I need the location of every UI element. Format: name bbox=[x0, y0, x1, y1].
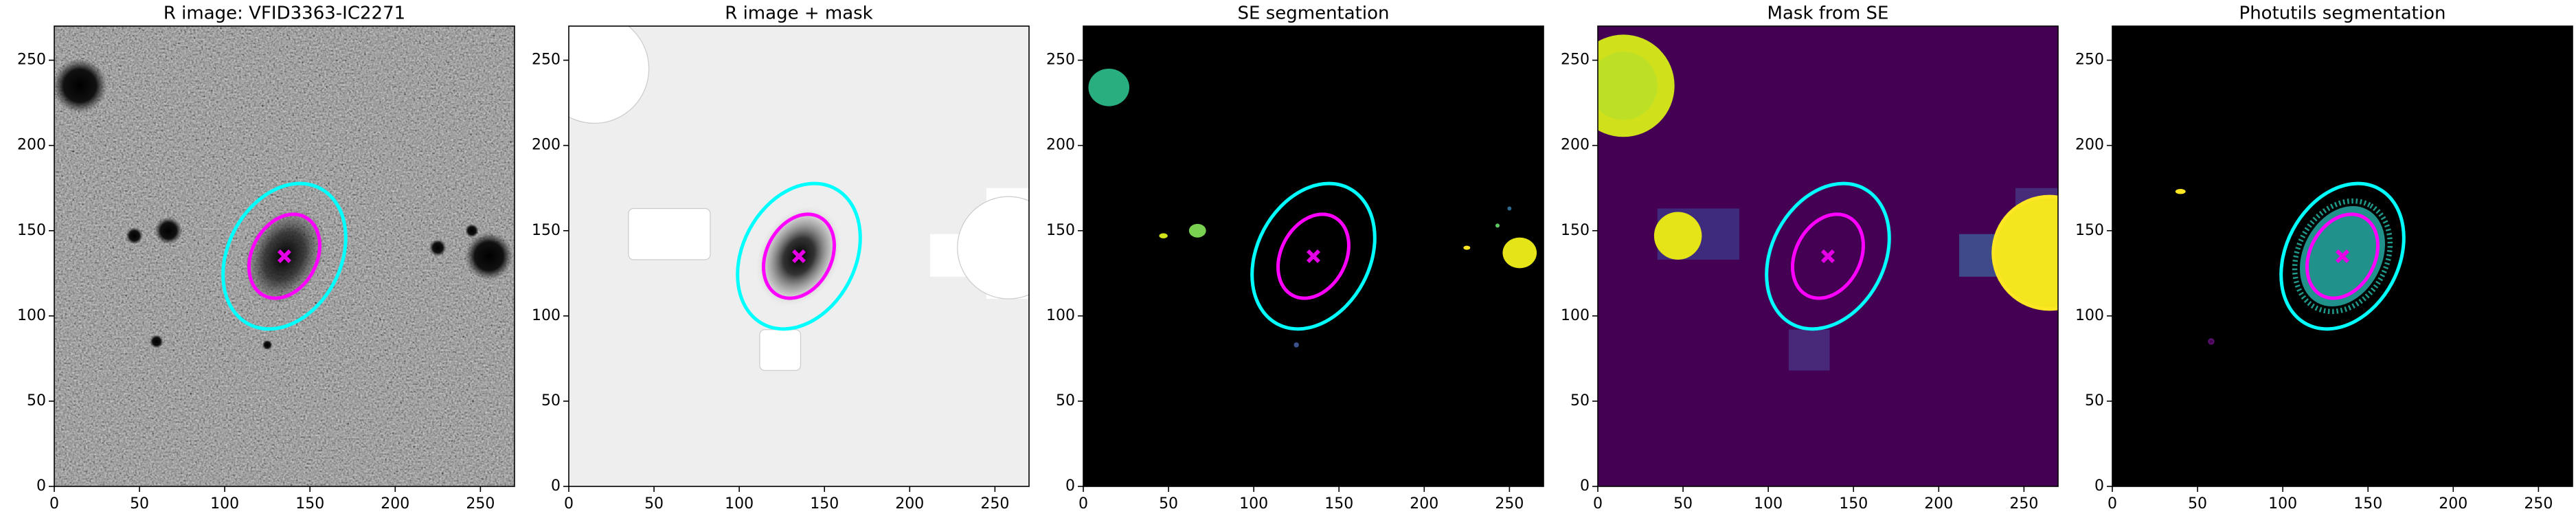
y-tick-label: 0 bbox=[1065, 477, 1075, 495]
y-tick-label: 0 bbox=[551, 477, 561, 495]
x-tick-label: 0 bbox=[1593, 495, 1603, 513]
aperture-ellipse bbox=[221, 181, 348, 331]
image bbox=[569, 26, 1029, 486]
x-tick-label: 50 bbox=[130, 495, 149, 513]
aperture-ellipse bbox=[736, 181, 862, 331]
y-tick-label: 50 bbox=[2085, 392, 2104, 409]
aperture-ellipse bbox=[1250, 181, 1377, 331]
x-tick-label: 250 bbox=[1495, 495, 1524, 513]
x-tick-label: 200 bbox=[2439, 495, 2467, 513]
x-tick-label: 250 bbox=[2009, 495, 2038, 513]
center-marker bbox=[278, 249, 291, 263]
y-tick-label: 50 bbox=[541, 392, 561, 409]
y-tick-label: 0 bbox=[1580, 477, 1590, 495]
y-tick-label: 200 bbox=[17, 137, 46, 154]
y-tick-label: 150 bbox=[2075, 222, 2104, 239]
center-marker bbox=[2336, 249, 2349, 263]
panel-title: R image + mask bbox=[725, 3, 873, 24]
x-tick-label: 0 bbox=[2108, 495, 2117, 513]
center-marker bbox=[792, 249, 806, 263]
axes-frame bbox=[1597, 25, 2059, 487]
y-tick-label: 200 bbox=[1561, 137, 1590, 154]
aperture-ellipse bbox=[1791, 212, 1865, 300]
aperture-ellipse bbox=[1276, 212, 1351, 300]
y-tick-label: 150 bbox=[17, 222, 46, 239]
panel-title: Photutils segmentation bbox=[2239, 3, 2446, 24]
axes-frame bbox=[568, 25, 1030, 487]
aperture-ellipse bbox=[762, 212, 836, 300]
x-tick-label: 150 bbox=[810, 495, 839, 513]
x-tick-label: 100 bbox=[2268, 495, 2297, 513]
x-tick-label: 50 bbox=[1159, 495, 1178, 513]
y-tick-label: 0 bbox=[36, 477, 46, 495]
x-tick-label: 250 bbox=[2524, 495, 2553, 513]
aperture-ellipse bbox=[2279, 181, 2406, 331]
axes-frame bbox=[2112, 25, 2573, 487]
x-tick-label: 0 bbox=[564, 495, 574, 513]
x-tick-label: 0 bbox=[49, 495, 59, 513]
image bbox=[1598, 26, 2058, 486]
x-tick-label: 150 bbox=[1839, 495, 1868, 513]
y-tick-label: 200 bbox=[2075, 137, 2104, 154]
x-tick-label: 100 bbox=[210, 495, 239, 513]
axes-frame bbox=[54, 25, 515, 487]
panel-title: R image: VFID3363-IC2271 bbox=[163, 3, 405, 24]
x-tick-label: 100 bbox=[725, 495, 754, 513]
y-tick-label: 250 bbox=[532, 52, 561, 69]
y-tick-label: 100 bbox=[532, 307, 561, 324]
y-tick-label: 100 bbox=[1561, 307, 1590, 324]
x-tick-label: 100 bbox=[1754, 495, 1783, 513]
y-tick-label: 150 bbox=[1561, 222, 1590, 239]
y-tick-label: 100 bbox=[17, 307, 46, 324]
axes-frame bbox=[1083, 25, 1544, 487]
x-tick-label: 200 bbox=[895, 495, 924, 513]
x-tick-label: 150 bbox=[2353, 495, 2382, 513]
y-tick-label: 50 bbox=[27, 392, 46, 409]
aperture-ellipse bbox=[247, 212, 321, 300]
y-tick-label: 250 bbox=[1046, 52, 1075, 69]
x-tick-label: 150 bbox=[295, 495, 324, 513]
x-tick-label: 200 bbox=[381, 495, 409, 513]
y-tick-label: 250 bbox=[17, 52, 46, 69]
y-tick-label: 0 bbox=[2094, 477, 2104, 495]
y-tick-label: 250 bbox=[1561, 52, 1590, 69]
aperture-ellipse bbox=[1765, 181, 1891, 331]
x-tick-label: 0 bbox=[1078, 495, 1088, 513]
center-marker bbox=[1821, 249, 1835, 263]
x-tick-label: 150 bbox=[1324, 495, 1353, 513]
panel-title: SE segmentation bbox=[1238, 3, 1390, 24]
aperture-ellipse bbox=[2305, 212, 2380, 300]
y-tick-label: 100 bbox=[2075, 307, 2104, 324]
y-tick-label: 200 bbox=[1046, 137, 1075, 154]
y-tick-label: 150 bbox=[532, 222, 561, 239]
x-tick-label: 200 bbox=[1924, 495, 1953, 513]
x-tick-label: 50 bbox=[1673, 495, 1693, 513]
x-tick-label: 50 bbox=[644, 495, 664, 513]
y-tick-label: 100 bbox=[1046, 307, 1075, 324]
panel-title: Mask from SE bbox=[1767, 3, 1889, 24]
y-tick-label: 50 bbox=[1570, 392, 1590, 409]
x-tick-label: 200 bbox=[1410, 495, 1438, 513]
y-tick-label: 50 bbox=[1056, 392, 1075, 409]
x-tick-label: 100 bbox=[1239, 495, 1268, 513]
y-tick-label: 200 bbox=[532, 137, 561, 154]
x-tick-label: 250 bbox=[466, 495, 495, 513]
x-tick-label: 50 bbox=[2188, 495, 2207, 513]
center-marker bbox=[1307, 249, 1320, 263]
x-tick-label: 250 bbox=[980, 495, 1009, 513]
y-tick-label: 150 bbox=[1046, 222, 1075, 239]
y-tick-label: 250 bbox=[2075, 52, 2104, 69]
